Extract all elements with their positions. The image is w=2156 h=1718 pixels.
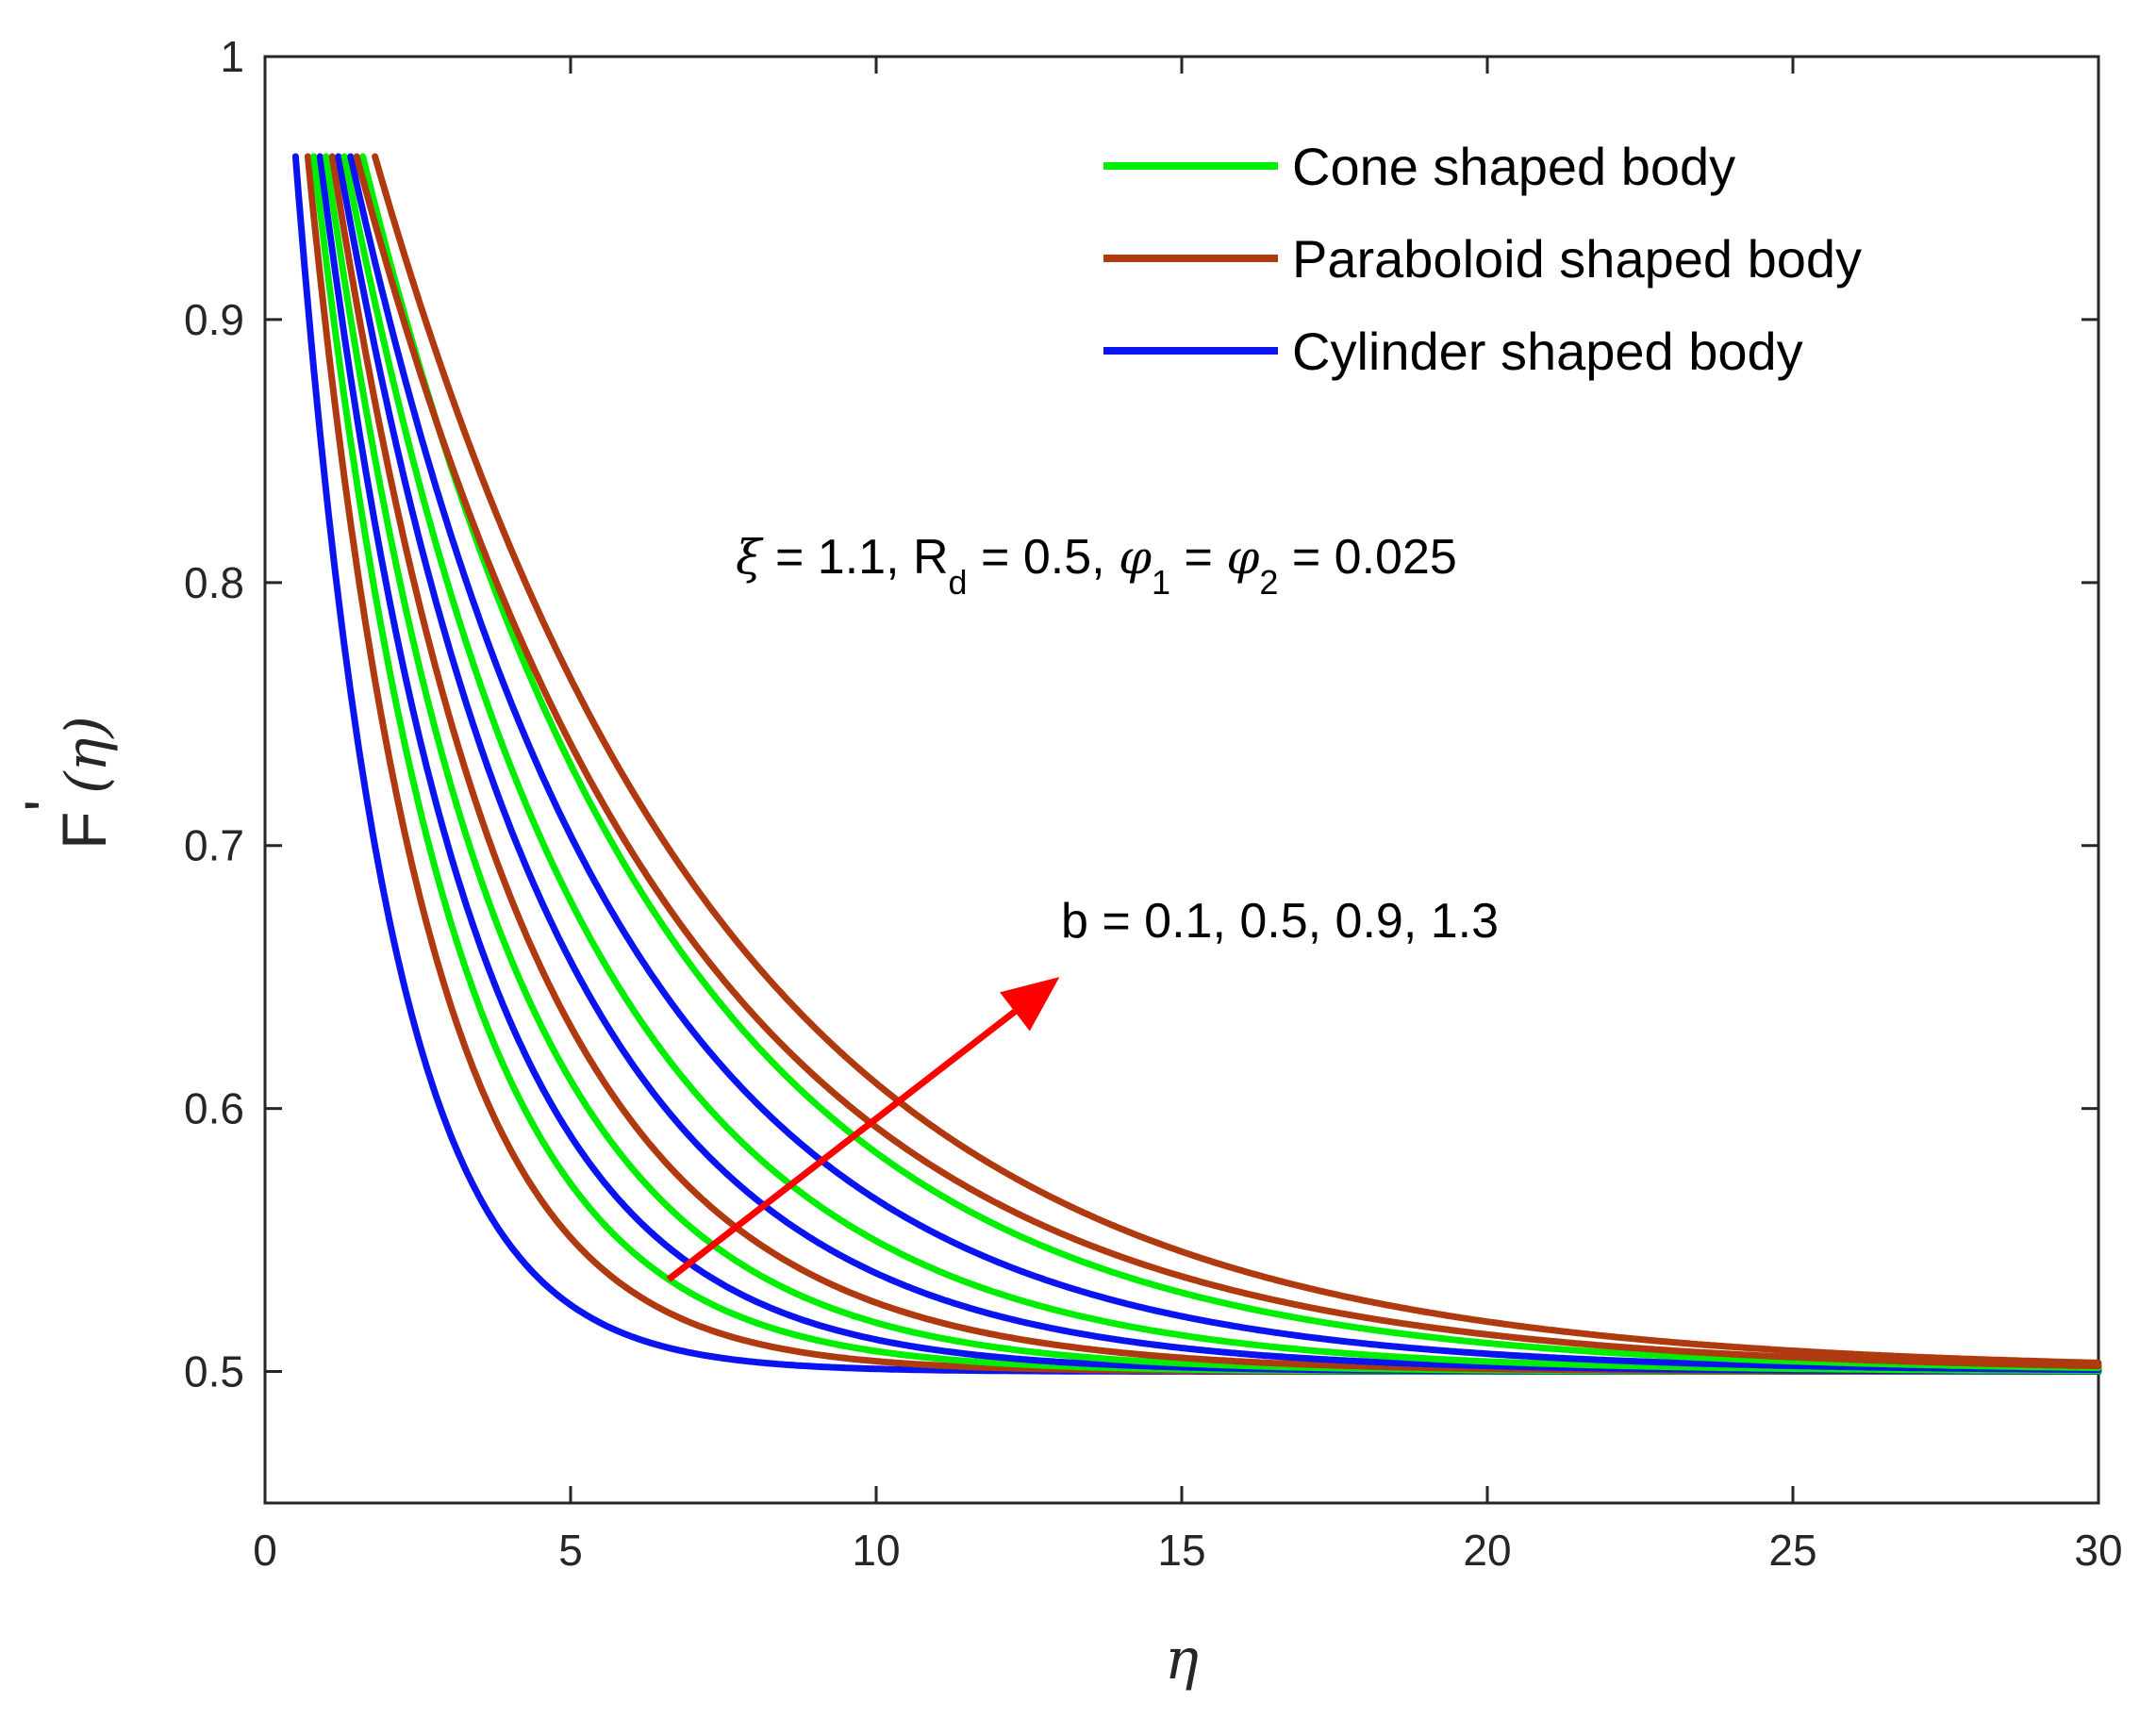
arrow-head: [1000, 977, 1060, 1032]
legend: Cone shaped body Paraboloid shaped body …: [1103, 137, 1862, 381]
x-tick-label: 0: [253, 1526, 277, 1575]
arrow-shaft: [666, 1009, 1018, 1282]
series-line-cylinder-b-1_3: [347, 153, 2102, 1374]
b-annotation: b = 0.1, 0.5, 0.9, 1.3: [1061, 894, 1499, 949]
x-tick-label: 30: [2074, 1526, 2122, 1575]
series-line-paraboloid-b-1_3: [372, 153, 2102, 1366]
x-tick-label: 25: [1768, 1526, 1816, 1575]
x-tick-label: 20: [1463, 1526, 1511, 1575]
y-axis-label: F'(η): [11, 716, 120, 850]
x-axis-label: η: [1165, 1627, 1199, 1693]
series-line-paraboloid-b-0_9: [353, 153, 2102, 1370]
trend-arrow: [666, 977, 1060, 1282]
plot-area: [263, 55, 2100, 1505]
y-tick-label: 0.9: [184, 295, 244, 344]
x-tick-label: 15: [1157, 1526, 1205, 1575]
legend-label-paraboloid: Paraboloid shaped body: [1292, 229, 1862, 289]
parameter-annotation: ξ = 1.1, Rd = 0.5, φ1 = φ2 = 0.025: [736, 530, 1457, 602]
series-group: [291, 153, 2102, 1375]
y-tick-label: 0.7: [184, 821, 244, 870]
legend-label-cylinder: Cylinder shaped body: [1292, 322, 1803, 381]
y-tick-label: 0.6: [184, 1084, 244, 1133]
y-tick-label: 0.8: [184, 558, 244, 607]
series-line-cone-b-1_3: [359, 153, 2102, 1372]
y-tick-label: 1: [220, 32, 244, 81]
y-tick-label: 0.5: [184, 1347, 244, 1396]
axis-ticks: 0 5 10 15 20 25 30 0.5 0.6 0.7 0.8 0.9 1: [184, 32, 2123, 1575]
x-tick-label: 10: [852, 1526, 900, 1575]
x-tick-label: 5: [558, 1526, 583, 1575]
legend-label-cone: Cone shaped body: [1292, 137, 1735, 196]
